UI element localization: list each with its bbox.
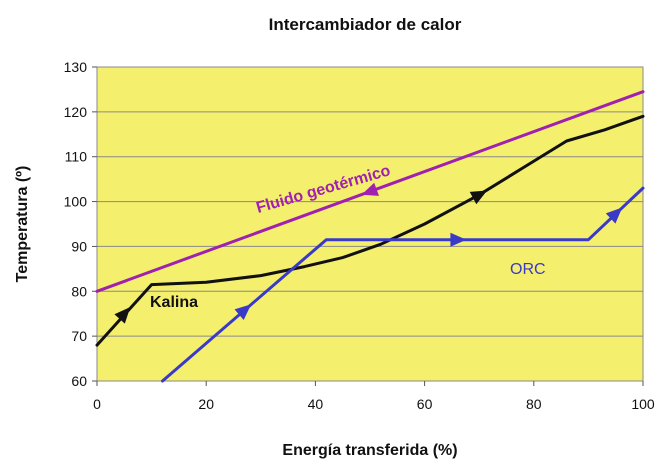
- series-line-kalina: [95, 114, 645, 347]
- x-tick-label: 80: [526, 396, 542, 412]
- arrow-layer: [114, 182, 623, 324]
- series-label-orc: ORC: [510, 261, 546, 278]
- x-axis-ticks: 0 20 40 60 80 100: [93, 381, 655, 412]
- direction-arrow-icon: [361, 182, 379, 196]
- x-tick-label: 40: [308, 396, 324, 412]
- x-tick-label: 0: [93, 396, 101, 412]
- y-tick-label: 100: [64, 194, 88, 210]
- y-axis-title: Temperatura (º): [14, 166, 31, 283]
- grid-lines: [97, 111, 643, 337]
- x-tick-label: 100: [631, 396, 655, 412]
- y-tick-label: 80: [71, 283, 87, 299]
- x-axis-title: Energía transferida (%): [282, 442, 457, 459]
- y-tick-label: 90: [71, 238, 87, 254]
- x-tick-label: 20: [198, 396, 214, 412]
- direction-arrow-icon: [605, 207, 623, 224]
- direction-arrow-icon: [114, 307, 131, 324]
- direction-arrow-icon: [234, 304, 252, 320]
- y-axis-ticks: 60 70 80 90 100 110 120 130: [64, 59, 97, 389]
- series-label-kalina: Kalina: [150, 294, 198, 311]
- y-tick-label: 110: [65, 149, 88, 165]
- y-tick-label: 120: [64, 104, 88, 120]
- chart-title: Intercambiador de calor: [269, 15, 462, 34]
- y-tick-label: 130: [64, 59, 88, 75]
- plot-area: [96, 66, 644, 382]
- x-tick-label: 60: [417, 396, 433, 412]
- y-tick-label: 60: [71, 373, 87, 389]
- direction-arrow-icon: [450, 232, 467, 247]
- y-tick-label: 70: [71, 328, 87, 344]
- direction-arrow-icon: [469, 190, 488, 205]
